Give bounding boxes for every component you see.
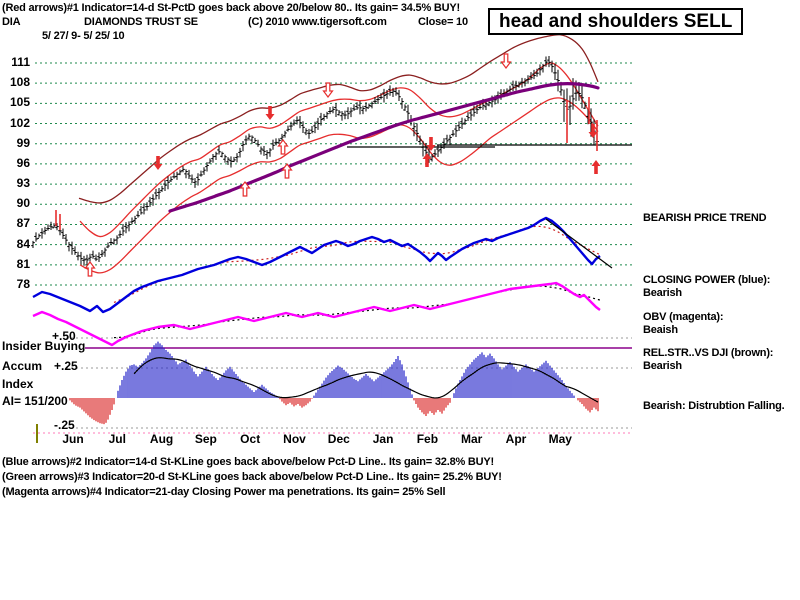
ticker-symbol: DIA [2,16,21,28]
obv-status: Beaish [643,324,678,336]
month-label: Dec [327,432,350,446]
price-tick-label: 99 [16,135,30,150]
month-label: Aug [149,432,174,446]
price-tick-label: 84 [16,236,30,251]
close-value: Close= 10 [418,16,468,28]
accum-scale-minus25: -.25 [54,418,75,432]
distribution-note: Bearish: Distrubtion Falling. [643,400,785,412]
indicator2-note: (Blue arrows)#2 Indicator=14-d St-KLine … [2,456,495,468]
index-label: Index [2,377,34,391]
month-label: Jun [62,432,84,446]
price-tick-label: 96 [16,155,30,170]
month-label: Apr [505,432,527,446]
price-tick-label: 105 [9,95,30,110]
indicator4-note: (Magenta arrows)#4 Indicator=21-day Clos… [2,486,446,498]
month-label: Feb [416,432,439,446]
indicator3-note: (Green arrows)#3 Indicator=20-d St-KLine… [2,471,502,483]
month-label: Mar [461,432,483,446]
accum-index-value: AI= 151/200 [2,394,68,408]
price-trend-note: BEARISH PRICE TREND [643,212,767,224]
obv-label: OBV (magenta): [643,311,724,323]
price-tick-label: 108 [9,75,30,90]
price-tick-label: 93 [16,176,30,191]
closing-power-status: Bearish [643,287,682,299]
insider-buying-label: Insider Buying [2,339,86,353]
closing-power-label: CLOSING POWER (blue): [643,274,771,286]
month-label: Oct [240,432,261,446]
date-range: 5/ 27/ 9- 5/ 25/ 10 [42,30,125,42]
month-label: Jul [108,432,126,446]
month-label: May [548,432,572,446]
price-tick-label: 90 [16,196,30,211]
relative-strength-label: REL.STR..VS DJI (brown): [643,347,774,359]
month-label: Jan [372,432,394,446]
price-tick-label: 102 [9,115,30,130]
accum-scale-plus50: +.50 [52,329,76,343]
month-label: Nov [283,432,306,446]
price-tick-label: 78 [16,277,30,291]
accum-label: Accum [2,359,43,373]
month-label: Sep [194,432,217,446]
head-and-shoulders-sell-banner: head and shoulders SELL [488,8,744,35]
price-tick-label: 111 [11,55,30,69]
indicator1-note: (Red arrows)#1 Indicator=14-d St-PctD go… [2,2,460,14]
relative-strength-status: Bearish [643,360,682,372]
price-tick-label: 81 [16,256,30,271]
price-tick-label: 87 [16,216,30,231]
copyright-note: (C) 2010 www.tigersoft.com [248,16,387,28]
accum-scale-plus25: +.25 [54,359,78,373]
security-name: DIAMONDS TRUST SE [84,16,198,28]
